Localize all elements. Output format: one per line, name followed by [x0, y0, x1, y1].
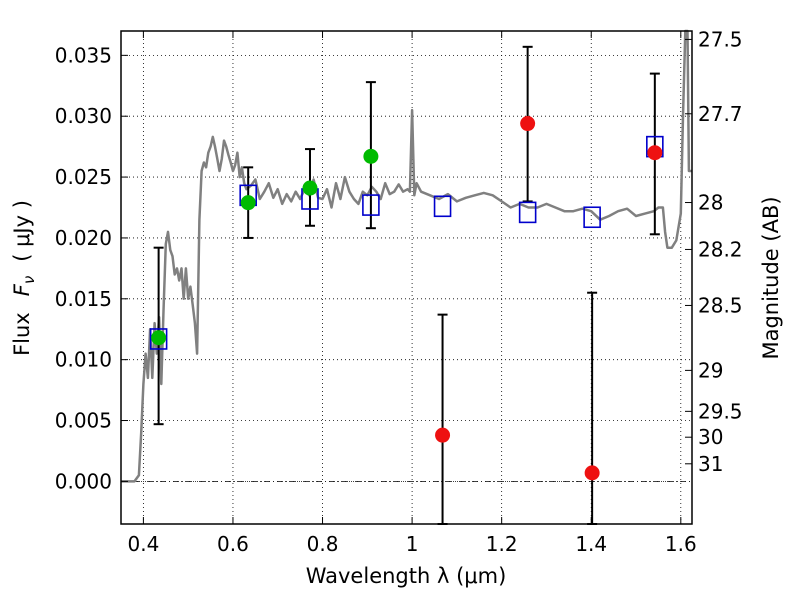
observed-circle-marker-4-2	[584, 465, 600, 481]
right-axis-label: Magnitude (AB)	[759, 196, 783, 359]
mag-tick-label-6: 29.5	[698, 399, 743, 423]
x-tick-label-0: 0.4	[127, 532, 159, 556]
y-tick-label-0: 0.000	[55, 469, 112, 493]
plot-frame	[120, 30, 693, 525]
mag-tick-label-0: 27.5	[698, 27, 743, 51]
model-square-marker-3	[362, 194, 380, 216]
x-tick-label-2: 0.8	[307, 532, 339, 556]
observed-circle-marker-3-3	[363, 148, 379, 164]
observed-circle-marker-3-0	[151, 330, 167, 346]
mag-tick-label-5: 29	[698, 358, 723, 382]
y-tick-label-7: 0.035	[55, 43, 112, 67]
markers-layer	[149, 116, 664, 481]
x-tick-label-4: 1.2	[486, 532, 518, 556]
model-square-marker-6	[583, 206, 601, 229]
observed-circle-marker-3-1	[240, 195, 256, 211]
x-tick-label-6: 1.6	[665, 532, 697, 556]
model-square-marker-0	[149, 328, 168, 350]
ticks-layer: 0.4 0.6 0.8 1 1.2 1.4 1.6 0.000 0.005 0.010 0.015 0…	[55, 27, 743, 556]
mag-tick-label-1: 27.7	[698, 102, 743, 126]
y-axis-label-symbol: F	[10, 283, 34, 296]
model-square-marker-4	[433, 195, 452, 218]
y-tick-label-5: 0.025	[55, 165, 112, 189]
y-axis-label-unit: ( μJy )	[10, 200, 34, 262]
y-axis-label-subscript: ν	[20, 276, 38, 284]
y-tick-label-2: 0.010	[55, 348, 112, 372]
y-tick-label-6: 0.030	[55, 104, 112, 128]
mag-tick-label-7: 30	[698, 425, 723, 449]
y-tick-label-3: 0.015	[55, 287, 112, 311]
mag-tick-label-3: 28.2	[698, 237, 743, 261]
x-tick-label-5: 1.4	[575, 532, 607, 556]
y-tick-label-1: 0.005	[55, 409, 112, 433]
model-square-marker-5	[518, 201, 537, 224]
y-axis-label-text: Flux	[10, 312, 34, 356]
observed-circle-marker-3-2	[302, 180, 318, 196]
mag-tick-label-4: 28.5	[698, 293, 743, 317]
x-axis-label: Wavelength λ (μm)	[306, 564, 507, 588]
y-tick-label-4: 0.020	[55, 226, 112, 250]
x-tick-label-1: 0.6	[217, 532, 249, 556]
mag-tick-label-2: 28	[698, 191, 723, 215]
plot-background	[121, 31, 692, 524]
x-tick-label-3: 1	[406, 532, 419, 556]
mag-tick-label-8: 31	[698, 452, 723, 476]
y-axis-label: Flux Fν ( μJy )	[10, 200, 38, 356]
grid	[121, 31, 692, 524]
observed-circle-marker-4-1	[520, 116, 536, 132]
observed-circle-marker-4-0	[435, 427, 451, 443]
observed-circle-marker-4-3	[647, 145, 663, 161]
